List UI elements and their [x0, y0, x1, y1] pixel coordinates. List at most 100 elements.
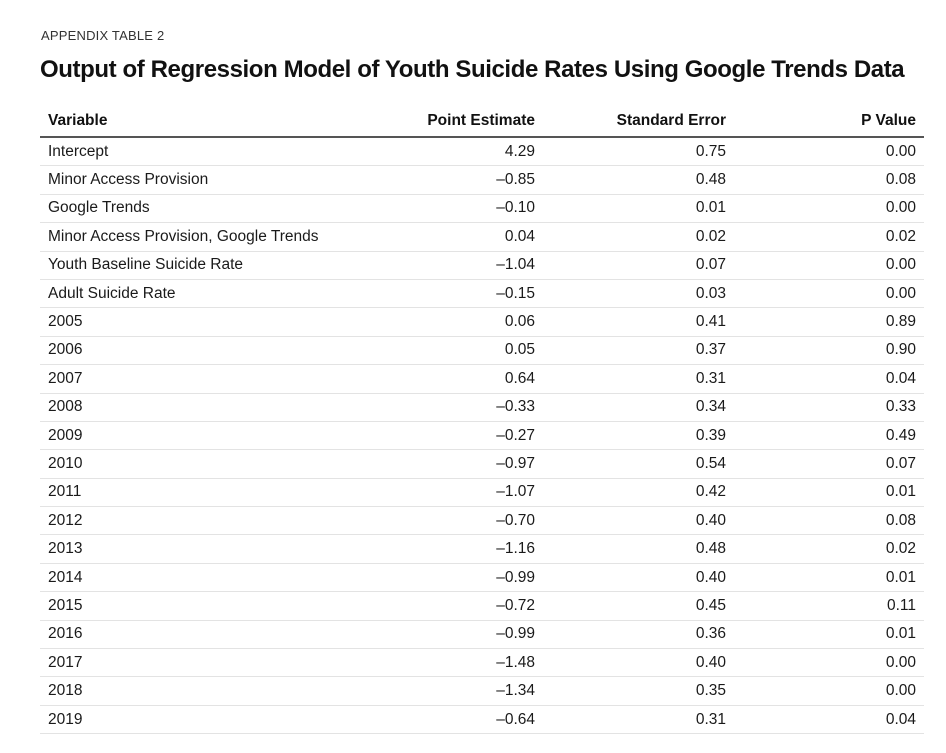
cell-point-estimate: –1.48 — [350, 648, 543, 678]
cell-p-value: 0.00 — [734, 251, 924, 280]
table-row: 2011 –1.07 0.42 0.01 — [40, 478, 924, 508]
cell-standard-error: 0.01 — [543, 194, 734, 224]
table-row: 2019 –0.64 0.31 0.04 — [40, 705, 924, 735]
cell-standard-error: 0.39 — [543, 421, 734, 451]
cell-point-estimate: –0.99 — [350, 563, 543, 593]
cell-point-estimate: –1.07 — [350, 478, 543, 508]
cell-standard-error: 0.37 — [543, 336, 734, 366]
cell-point-estimate: 4.29 — [350, 137, 543, 167]
cell-variable: 2013 — [40, 534, 350, 564]
cell-standard-error: 0.31 — [543, 705, 734, 735]
cell-standard-error: 0.03 — [543, 279, 734, 309]
cell-standard-error: 0.31 — [543, 364, 734, 394]
cell-point-estimate: –1.34 — [350, 676, 543, 706]
cell-standard-error: 0.75 — [543, 137, 734, 167]
cell-variable: 2019 — [40, 705, 350, 735]
table-row: 2006 0.05 0.37 0.90 — [40, 336, 924, 366]
table-title: Output of Regression Model of Youth Suic… — [40, 56, 905, 83]
table-row: 2014 –0.99 0.40 0.01 — [40, 563, 924, 593]
cell-standard-error: 0.07 — [543, 251, 734, 280]
cell-p-value: 0.00 — [734, 137, 924, 167]
cell-variable: Intercept — [40, 137, 350, 167]
cell-point-estimate: –0.64 — [350, 705, 543, 735]
table-row: 2008 –0.33 0.34 0.33 — [40, 393, 924, 422]
cell-standard-error: 0.45 — [543, 591, 734, 621]
table-kicker: APPENDIX TABLE 2 — [41, 28, 165, 43]
cell-p-value: 0.00 — [734, 194, 924, 224]
cell-point-estimate: –0.99 — [350, 620, 543, 650]
cell-point-estimate: 0.64 — [350, 364, 543, 394]
table-row: Intercept 4.29 0.75 0.00 — [40, 137, 924, 167]
table-body: Intercept 4.29 0.75 0.00 Minor Access Provis… — [40, 137, 924, 735]
table-row: 2012 –0.70 0.40 0.08 — [40, 506, 924, 536]
cell-p-value: 0.02 — [734, 222, 924, 252]
cell-p-value: 0.00 — [734, 676, 924, 706]
cell-variable: 2015 — [40, 591, 350, 621]
table-row: Google Trends –0.10 0.01 0.00 — [40, 194, 924, 224]
table-row: Youth Baseline Suicide Rate –1.04 0.07 0.00 — [40, 251, 924, 280]
cell-variable: 2007 — [40, 364, 350, 394]
column-header-point-estimate: Point Estimate — [350, 106, 543, 138]
cell-variable: Google Trends — [40, 194, 350, 224]
cell-standard-error: 0.48 — [543, 165, 734, 195]
cell-p-value: 0.04 — [734, 364, 924, 394]
cell-variable: Youth Baseline Suicide Rate — [40, 251, 350, 280]
cell-point-estimate: –0.15 — [350, 279, 543, 309]
regression-table: Variable Point Estimate Standard Error P… — [40, 106, 924, 735]
table-row: Minor Access Provision, Google Trends 0.0… — [40, 222, 924, 252]
cell-standard-error: 0.40 — [543, 506, 734, 536]
column-header-standard-error: Standard Error — [543, 106, 734, 138]
cell-standard-error: 0.40 — [543, 563, 734, 593]
cell-standard-error: 0.54 — [543, 449, 734, 479]
cell-variable: 2008 — [40, 393, 350, 422]
table-row: 2018 –1.34 0.35 0.00 — [40, 676, 924, 706]
cell-p-value: 0.01 — [734, 620, 924, 650]
cell-p-value: 0.07 — [734, 449, 924, 479]
cell-p-value: 0.08 — [734, 165, 924, 195]
cell-variable: 2006 — [40, 336, 350, 366]
cell-p-value: 0.01 — [734, 563, 924, 593]
cell-point-estimate: –0.70 — [350, 506, 543, 536]
cell-point-estimate: 0.04 — [350, 222, 543, 252]
cell-p-value: 0.04 — [734, 705, 924, 735]
cell-point-estimate: 0.06 — [350, 307, 543, 337]
cell-variable: Adult Suicide Rate — [40, 279, 350, 309]
cell-point-estimate: 0.05 — [350, 336, 543, 366]
cell-variable: 2014 — [40, 563, 350, 593]
table-row: 2017 –1.48 0.40 0.00 — [40, 648, 924, 678]
cell-standard-error: 0.02 — [543, 222, 734, 252]
cell-variable: Minor Access Provision, Google Trends — [40, 222, 350, 252]
cell-p-value: 0.02 — [734, 534, 924, 564]
cell-p-value: 0.11 — [734, 591, 924, 621]
cell-variable: Minor Access Provision — [40, 165, 350, 195]
cell-p-value: 0.89 — [734, 307, 924, 337]
cell-point-estimate: –0.97 — [350, 449, 543, 479]
table-row: 2013 –1.16 0.48 0.02 — [40, 534, 924, 564]
cell-p-value: 0.00 — [734, 279, 924, 309]
table-row: Adult Suicide Rate –0.15 0.03 0.00 — [40, 279, 924, 309]
cell-point-estimate: –1.16 — [350, 534, 543, 564]
cell-p-value: 0.00 — [734, 648, 924, 678]
cell-standard-error: 0.41 — [543, 307, 734, 337]
cell-variable: 2009 — [40, 421, 350, 451]
cell-standard-error: 0.35 — [543, 676, 734, 706]
cell-variable: 2018 — [40, 676, 350, 706]
column-header-p-value: P Value — [734, 106, 924, 138]
cell-standard-error: 0.36 — [543, 620, 734, 650]
table-row: 2010 –0.97 0.54 0.07 — [40, 449, 924, 479]
cell-point-estimate: –0.85 — [350, 165, 543, 195]
cell-standard-error: 0.42 — [543, 478, 734, 508]
cell-standard-error: 0.48 — [543, 534, 734, 564]
cell-p-value: 0.08 — [734, 506, 924, 536]
cell-p-value: 0.90 — [734, 336, 924, 366]
header-row: Variable Point Estimate Standard Error P… — [40, 106, 924, 138]
table-row: Minor Access Provision –0.85 0.48 0.08 — [40, 165, 924, 195]
cell-variable: 2005 — [40, 307, 350, 337]
cell-standard-error: 0.34 — [543, 393, 734, 422]
table-row: 2015 –0.72 0.45 0.11 — [40, 591, 924, 621]
cell-point-estimate: –0.10 — [350, 194, 543, 224]
cell-p-value: 0.33 — [734, 393, 924, 422]
cell-variable: 2010 — [40, 449, 350, 479]
cell-variable: 2017 — [40, 648, 350, 678]
cell-variable: 2012 — [40, 506, 350, 536]
